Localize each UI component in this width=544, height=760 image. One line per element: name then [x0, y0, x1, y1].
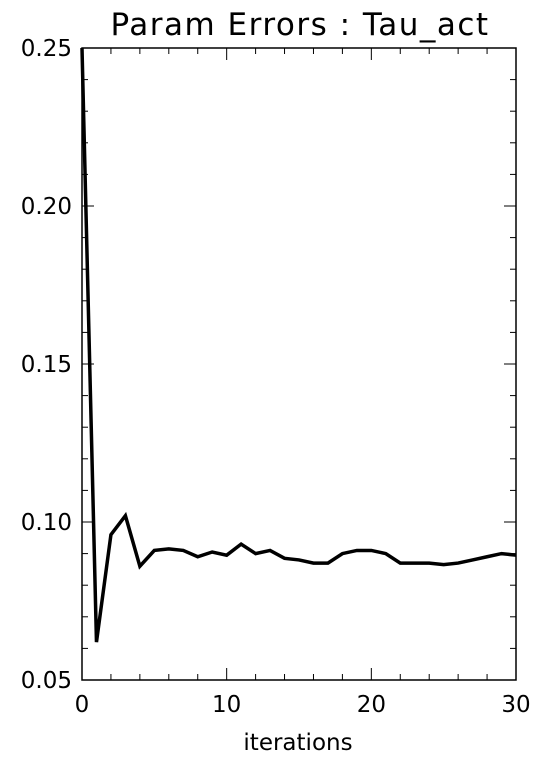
x-axis-label: iterations [243, 730, 352, 756]
y-tick-label: 0.25 [21, 36, 72, 62]
y-tick-label: 0.05 [21, 668, 72, 694]
x-tick-label: 30 [501, 692, 530, 718]
series-line [80, 47, 517, 643]
x-tick-label: 20 [357, 692, 386, 718]
y-tick-label: 0.15 [21, 352, 72, 378]
y-tick-label: 0.10 [21, 510, 72, 536]
x-tick-label: 10 [212, 692, 241, 718]
y-tick-label: 0.20 [21, 194, 72, 220]
chart-title: Param Errors : Tau_act [110, 7, 489, 43]
x-axis: 0 10 20 30 [75, 48, 531, 718]
x-tick-label: 0 [75, 692, 90, 718]
plot-frame [81, 47, 517, 681]
